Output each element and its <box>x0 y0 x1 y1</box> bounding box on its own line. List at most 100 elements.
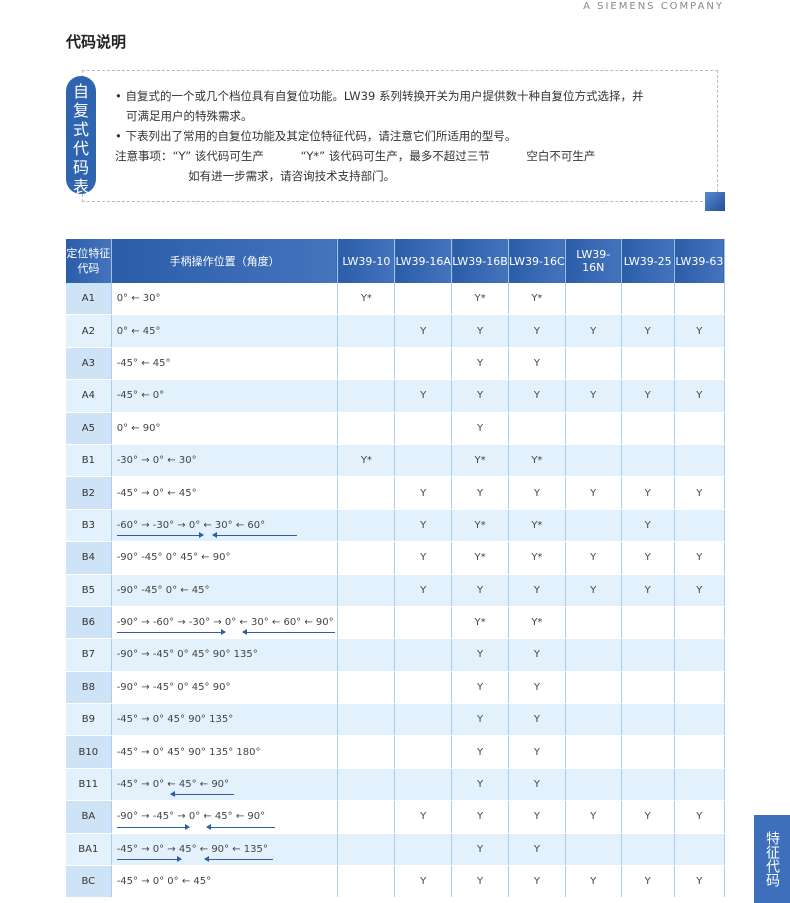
position-text: -45° ← 0° <box>116 390 165 402</box>
availability-cell <box>621 444 675 478</box>
row-code: B10 <box>66 735 112 769</box>
position-text: -45° → 0° → 45° ← 90° ← 135° <box>116 843 268 855</box>
info-label-char: 式 <box>72 120 89 139</box>
availability-cell <box>565 347 622 381</box>
arrow-left-icon <box>203 856 273 863</box>
handle-position: -90° → -60° → -30° → 0° ← 30° ← 60° ← 90… <box>111 606 339 640</box>
availability-cell: Y <box>674 541 726 575</box>
availability-cell: Y <box>621 379 675 413</box>
availability-cell: Y <box>508 768 566 802</box>
availability-cell: Y* <box>508 283 566 316</box>
availability-cell: Y <box>565 314 622 348</box>
arrow-left-icon <box>211 532 297 539</box>
handle-position: -90° → -45° 0° 45° 90° 135° <box>111 638 339 672</box>
handle-position: -45° ← 0° <box>111 379 339 413</box>
availability-cell <box>394 638 453 672</box>
availability-cell: Y* <box>508 509 566 543</box>
availability-cell <box>621 671 675 705</box>
availability-cell <box>337 476 396 510</box>
availability-cell <box>508 412 566 445</box>
availability-cell: Y <box>451 671 509 705</box>
column-header: 手柄操作位置（角度） <box>111 239 339 283</box>
handle-position: 0° ← 45° <box>111 314 339 348</box>
arrow-right-icon <box>116 823 190 830</box>
availability-cell <box>565 735 622 769</box>
handle-position: -90° → -45° → 0° ← 45° ← 90° <box>111 800 339 834</box>
availability-cell: Y* <box>508 606 566 640</box>
availability-cell <box>674 283 726 316</box>
availability-cell: Y* <box>337 283 396 316</box>
arrow-left-icon <box>169 791 234 798</box>
availability-cell <box>565 671 622 705</box>
availability-cell <box>674 638 726 672</box>
availability-cell: Y* <box>451 283 509 316</box>
table-row: BC -45° → 0° 0° ← 45° Y Y Y Y Y Y <box>66 865 726 899</box>
availability-cell <box>674 412 726 445</box>
info-label: 自复式代码表 <box>66 76 96 196</box>
availability-cell: Y <box>621 509 675 543</box>
availability-cell: Y <box>508 574 566 607</box>
page-title: 代码说明 <box>66 33 127 51</box>
availability-cell <box>565 833 622 867</box>
availability-cell: Y <box>508 703 566 737</box>
availability-cell: Y <box>394 509 453 543</box>
arrow-left-icon <box>205 823 275 830</box>
availability-cell <box>337 703 396 737</box>
position-text: -45° → 0° 45° 90° 135° 180° <box>116 746 261 758</box>
table-row: A2 0° ← 45° Y Y Y Y Y Y <box>66 314 726 348</box>
position-text: -45° → 0° ← 45° ← 90° <box>116 779 230 791</box>
availability-cell <box>621 606 675 640</box>
side-tab[interactable]: 特征代码 <box>754 815 790 903</box>
handle-position: -90° -45° 0° 45° ← 90° <box>111 541 339 575</box>
availability-cell <box>337 509 396 543</box>
availability-cell: Y <box>451 638 509 672</box>
row-code: A5 <box>66 412 112 445</box>
availability-cell <box>621 735 675 769</box>
column-header: LW39-16B <box>451 239 509 283</box>
info-line: • 下表列出了常用的自复位功能及其定位特征代码，请注意它们所适用的型号。 <box>115 129 517 143</box>
availability-cell <box>337 379 396 413</box>
handle-position: -45° → 0° ← 45° ← 90° <box>111 768 339 802</box>
table-row: BA1 -45° → 0° → 45° ← 90° ← 135° Y Y <box>66 833 726 867</box>
info-label-char: 自 <box>72 82 89 101</box>
availability-cell <box>565 412 622 445</box>
table-row: B10 -45° → 0° 45° 90° 135° 180° Y Y <box>66 735 726 769</box>
availability-cell <box>674 509 726 543</box>
table-row: B9 -45° → 0° 45° 90° 135° Y Y <box>66 703 726 737</box>
availability-cell: Y <box>674 314 726 348</box>
availability-cell: Y <box>394 541 453 575</box>
availability-cell: Y <box>451 768 509 802</box>
availability-cell: Y <box>565 476 622 510</box>
row-code: B1 <box>66 444 112 478</box>
table-row: B1 -30° → 0° ← 30° Y* Y* Y* <box>66 444 726 478</box>
availability-cell <box>674 444 726 478</box>
position-text: -90° → -60° → -30° → 0° ← 30° ← 60° ← 90… <box>116 617 334 629</box>
availability-cell <box>674 606 726 640</box>
row-code: B6 <box>66 606 112 640</box>
handle-position: -90° → -45° 0° 45° 90° <box>111 671 339 705</box>
position-text: -45° → 0° ← 45° <box>116 487 197 499</box>
position-text: -45° ← 45° <box>116 357 171 369</box>
column-header: LW39-16A <box>394 239 453 283</box>
availability-cell <box>337 833 396 867</box>
availability-cell <box>394 606 453 640</box>
availability-cell: Y <box>565 865 622 899</box>
handle-position: -45° → 0° → 45° ← 90° ← 135° <box>111 833 339 867</box>
availability-cell: Y <box>565 541 622 575</box>
row-code: B11 <box>66 768 112 802</box>
row-code: B9 <box>66 703 112 737</box>
table-row: B6 -90° → -60° → -30° → 0° ← 30° ← 60° ← … <box>66 606 726 640</box>
availability-cell: Y <box>394 476 453 510</box>
availability-cell <box>621 768 675 802</box>
availability-cell: Y <box>508 865 566 899</box>
info-line: 可满足用户的特殊需求。 <box>115 109 253 123</box>
availability-cell <box>674 671 726 705</box>
handle-position: -30° → 0° ← 30° <box>111 444 339 478</box>
availability-cell: Y <box>508 671 566 705</box>
handle-position: -90° -45° 0° ← 45° <box>111 574 339 607</box>
info-label-char: 代 <box>72 139 89 158</box>
availability-cell: Y <box>394 379 453 413</box>
availability-cell <box>337 412 396 445</box>
arrow-right-icon <box>116 629 226 636</box>
column-header: LW39-63 <box>674 239 726 283</box>
